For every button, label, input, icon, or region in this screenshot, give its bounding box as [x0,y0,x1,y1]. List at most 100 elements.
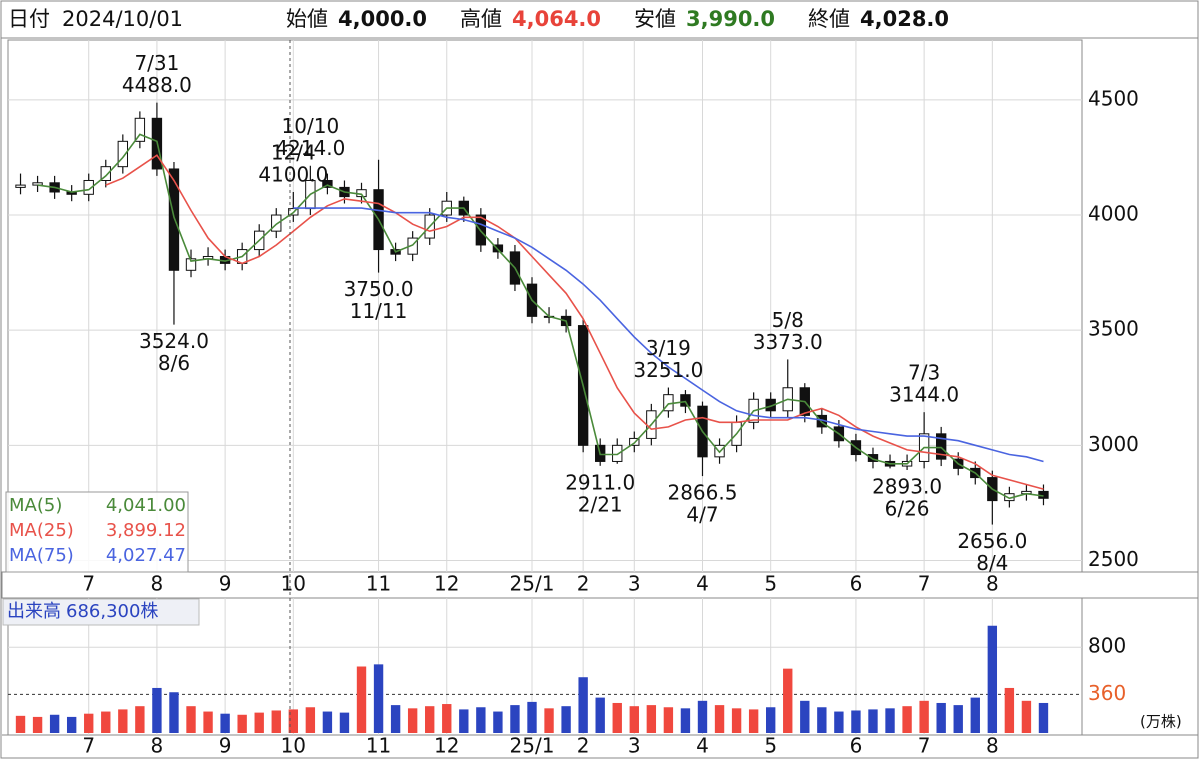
candle-body [168,168,180,271]
volume-bar [169,692,179,733]
x-tick-label: 8 [986,572,999,596]
x-tick-label: 25/1 [510,734,555,758]
annotation-value: 2656.0 [957,529,1027,553]
x-tick-label: 7 [918,734,931,758]
volume-unit: (万株) [1140,713,1182,731]
annotation-value: 3144.0 [889,383,959,407]
x-tick-label: 10 [281,734,306,758]
x-tick-label: 6 [850,572,863,596]
x-tick-label: 5 [764,734,777,758]
volume-bar [970,697,980,733]
volume-bar [66,716,77,733]
x-tick-label: 3 [628,572,641,596]
header: 日付 2024/10/01 始値 4,000.0 高値 4,064.0 安値 3… [8,7,949,31]
volume-bar [578,677,588,733]
volume-bar [885,708,895,733]
candle-body [322,179,333,188]
y-tick-label: 2500 [1088,547,1139,571]
legend-name: MA(25) [9,520,74,541]
candle-body [100,166,111,181]
candle-body [32,182,43,186]
volume-bar [407,708,418,733]
annotation-value: 3750.0 [344,277,414,301]
x-tick-label: 7 [82,734,95,758]
x-tick-label: 25/1 [510,572,555,596]
x-tick-label: 4 [696,734,709,758]
volume-bar [254,712,264,733]
volume-bar [612,702,622,733]
volume-bar [101,711,111,733]
annotation-date: 7/31 [134,51,179,75]
annotation-value: 4100.0 [258,163,328,187]
volume-bar [390,705,401,733]
y-tick-label: 4000 [1088,202,1139,226]
volume-bar [1038,702,1049,733]
candle-body [15,184,26,188]
volume-bar [118,709,128,733]
candle-body [83,179,94,195]
x-tick-label: 9 [219,734,232,758]
date: 2024/10/01 [62,7,183,31]
y-tick-label: 3000 [1088,432,1139,456]
candle-body [185,258,197,271]
annotation-date: 2/21 [578,492,623,516]
annotation-value: 2866.5 [667,481,737,505]
volume-bar [237,714,247,733]
volume-bar [817,707,827,733]
low: 3,990.0 [686,7,775,31]
candle-body [271,214,282,232]
legend-value: 4,041.00 [106,495,186,516]
volume-average-label: 360 [1088,681,1126,705]
annotation-value: 2893.0 [872,474,942,498]
volume-bar [748,709,759,733]
annotation-date: 11/11 [350,299,408,323]
ma-legend-box [5,491,189,573]
annotation-date: 4/7 [686,503,718,527]
volume-bar [680,708,691,733]
high-label: 高値 [460,7,502,31]
volume-bar [714,705,725,733]
high: 4,064.0 [512,7,601,31]
x-tick-label: 2 [577,572,590,596]
date-label: 日付 [8,7,50,31]
x-tick-label: 3 [628,734,641,758]
legend-value: 3,899.12 [106,520,186,541]
volume-bar [987,625,998,733]
volume-bar [783,668,793,733]
x-tick-label: 11 [366,734,391,758]
annotation-value: 4214.0 [275,136,345,160]
legend-value: 4,027.47 [106,545,186,566]
volume-tick-label: 800 [1088,634,1126,658]
annotation-date: 10/10 [282,114,340,138]
volume-bar [544,708,554,733]
volume-bar [510,705,520,733]
ma-line [105,154,1044,490]
volume-bar [1021,700,1032,733]
volume-title: 出来高 [7,601,61,622]
volume-bar [373,664,384,733]
volume-bar [800,700,810,733]
volume-bar [936,702,946,733]
x-tick-label: 8 [151,572,164,596]
volume-bar [595,697,605,733]
volume-bar [305,707,316,733]
volume-bar [834,711,844,733]
close-label: 終値 [808,7,850,31]
annotation-date: 7/3 [908,361,940,385]
volume-bar [322,711,333,733]
annotation-value: 3524.0 [139,329,209,353]
candle-body [935,433,947,460]
candle-body [117,140,129,168]
x-tick-label: 7 [82,572,95,596]
volume-value: 686,300株 [66,601,158,622]
candle-body [134,117,146,142]
volume-bar [493,711,503,733]
volume-bar [356,666,367,733]
ma-line [293,207,1044,463]
volume-bar [425,706,435,733]
volume-bar [902,706,912,733]
open-label: 始値 [286,7,328,31]
candle-body [867,454,879,462]
annotation-value: 3373.0 [753,330,823,354]
